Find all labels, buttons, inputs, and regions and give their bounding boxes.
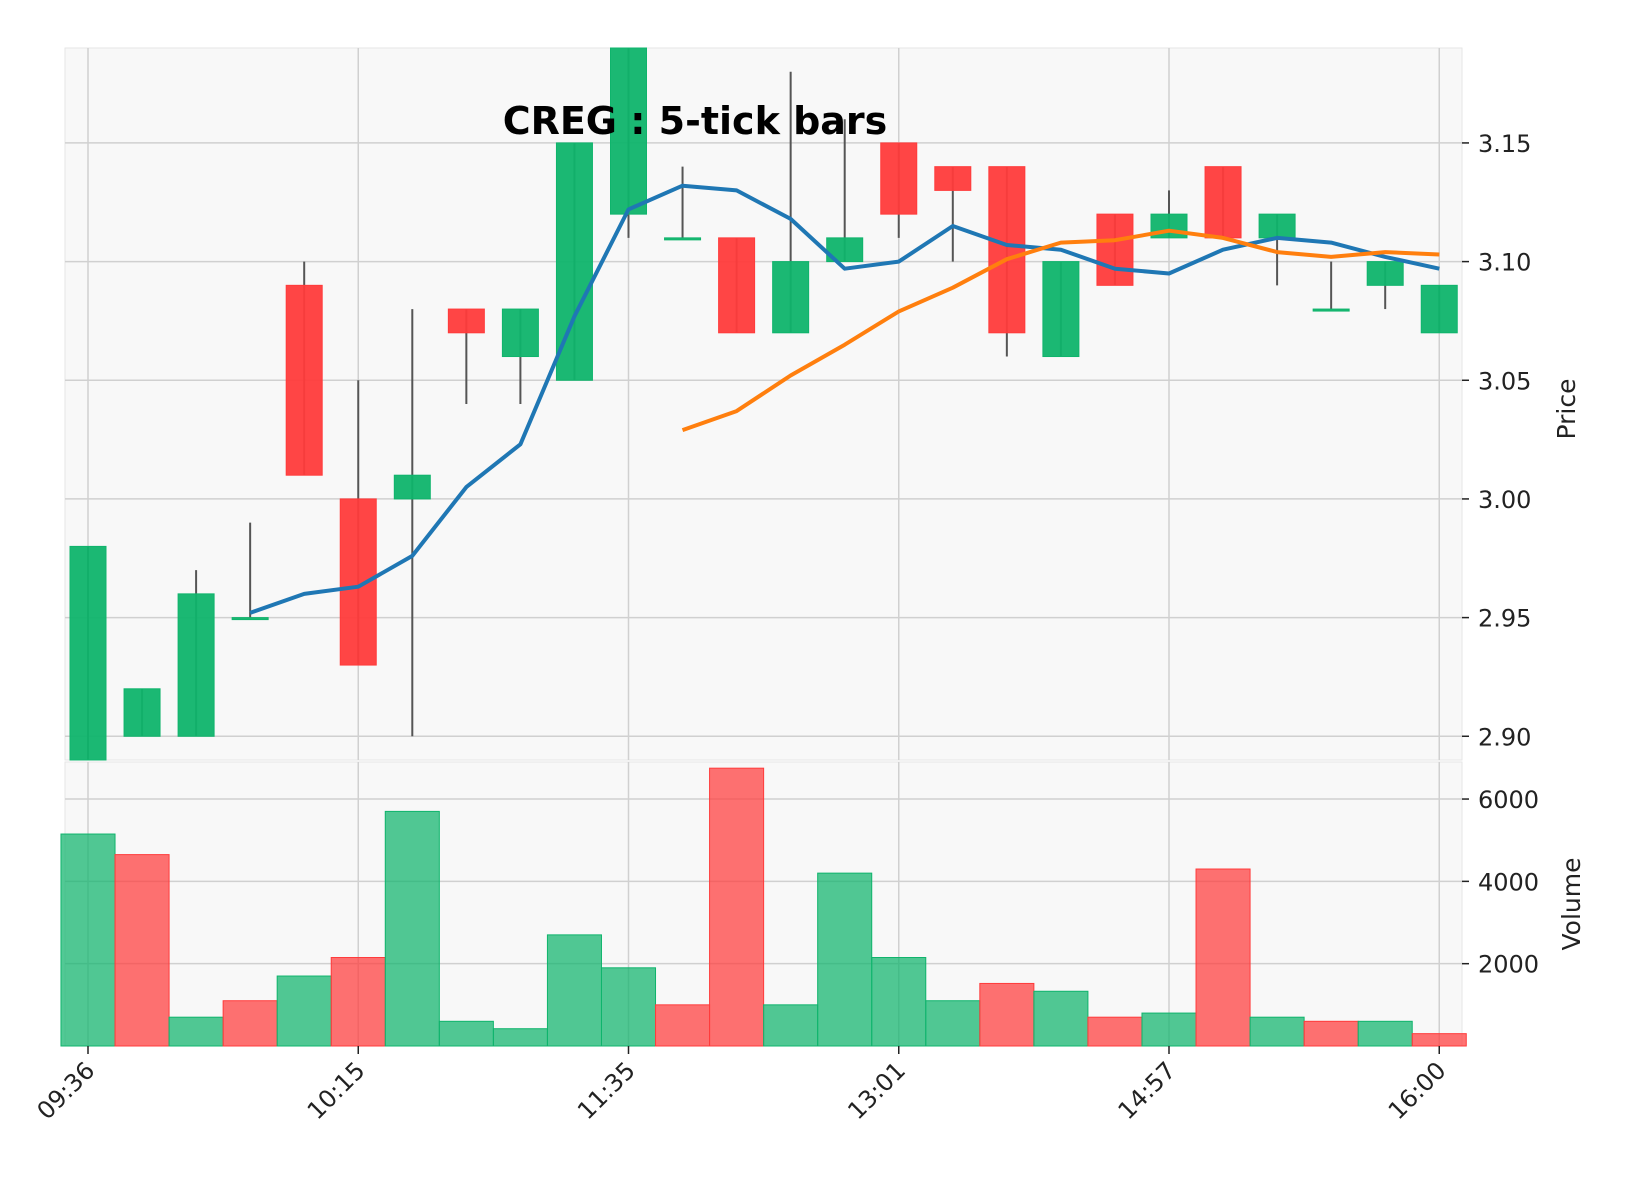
x-tick-label: 11:35 <box>572 1056 641 1125</box>
candle-body <box>1096 213 1134 286</box>
volume-bar <box>979 982 1035 1047</box>
volume-bar <box>60 833 116 1047</box>
candle-body <box>1204 166 1242 239</box>
candle-body <box>123 688 161 737</box>
candle-body <box>664 237 702 241</box>
chart-title: CREG : 5-tick bars <box>503 99 888 143</box>
candle-body <box>177 593 215 737</box>
volume-bar <box>492 1028 548 1047</box>
x-tick-label: 10:15 <box>302 1056 371 1125</box>
candle-body <box>988 166 1026 334</box>
candle-body <box>1312 308 1350 312</box>
volume-bar <box>1249 1016 1305 1047</box>
volume-bar <box>709 767 765 1047</box>
volume-bar <box>871 957 927 1047</box>
volume-bar <box>925 1000 981 1047</box>
price-axis-label: Price <box>1552 379 1581 440</box>
candle-body <box>1042 261 1080 358</box>
volume-bars <box>60 767 1467 1047</box>
candle-body <box>934 166 972 191</box>
volume-bar <box>114 854 170 1047</box>
volume-bar <box>330 957 386 1047</box>
volume-bar <box>168 1016 224 1047</box>
candle-body <box>339 498 377 666</box>
volume-bar <box>1141 1012 1197 1047</box>
volume-axis-label: Volume <box>1557 858 1586 951</box>
volume-tick-label: 2000 <box>1478 951 1539 979</box>
volume-bar <box>1357 1020 1413 1047</box>
x-tick-label: 13:01 <box>842 1056 911 1125</box>
candle-body <box>69 545 107 761</box>
candle-body <box>447 308 485 334</box>
volume-bar <box>276 975 332 1047</box>
volume-tick-label: 4000 <box>1478 868 1539 896</box>
volume-bar <box>1195 868 1251 1047</box>
price-tick-label: 2.90 <box>1478 723 1531 751</box>
candle-body <box>1366 261 1404 286</box>
x-tick-label: 16:00 <box>1383 1056 1452 1125</box>
volume-bar <box>1411 1033 1467 1047</box>
volume-bar <box>546 934 602 1047</box>
volume-bar <box>1087 1016 1143 1047</box>
price-tick-label: 3.15 <box>1478 130 1531 158</box>
candle-body <box>231 617 269 621</box>
volume-bar <box>655 1004 711 1047</box>
price-tick-label: 2.95 <box>1478 605 1531 633</box>
price-panel-background <box>64 47 1463 761</box>
candles <box>69 47 1458 761</box>
x-tick-label: 09:36 <box>32 1056 101 1125</box>
volume-bar <box>438 1020 494 1047</box>
candle-body <box>501 308 539 358</box>
candle-body <box>285 284 323 476</box>
moving-average-long-line <box>681 228 1440 432</box>
volume-bar <box>384 810 440 1047</box>
candle-body <box>772 261 810 334</box>
price-tick-label: 3.05 <box>1478 367 1531 395</box>
volume-bar <box>763 1004 819 1047</box>
volume-bar <box>1303 1020 1359 1047</box>
candle-body <box>1420 284 1458 334</box>
moving-average-short-line <box>249 183 1440 615</box>
x-tick-label: 14:57 <box>1113 1056 1182 1125</box>
candle-body <box>718 237 756 334</box>
candle-body <box>1258 213 1296 239</box>
candle-body <box>610 47 647 215</box>
volume-bar <box>600 967 657 1047</box>
price-tick-label: 3.10 <box>1478 249 1531 277</box>
price-tick-label: 3.00 <box>1478 486 1531 514</box>
volume-bar <box>817 872 873 1047</box>
candle-body <box>393 474 431 500</box>
volume-tick-label: 6000 <box>1478 786 1539 814</box>
candle-body <box>880 142 918 215</box>
volume-bar <box>1033 990 1089 1047</box>
volume-bar <box>222 1000 278 1047</box>
moving-averages <box>249 183 1440 615</box>
